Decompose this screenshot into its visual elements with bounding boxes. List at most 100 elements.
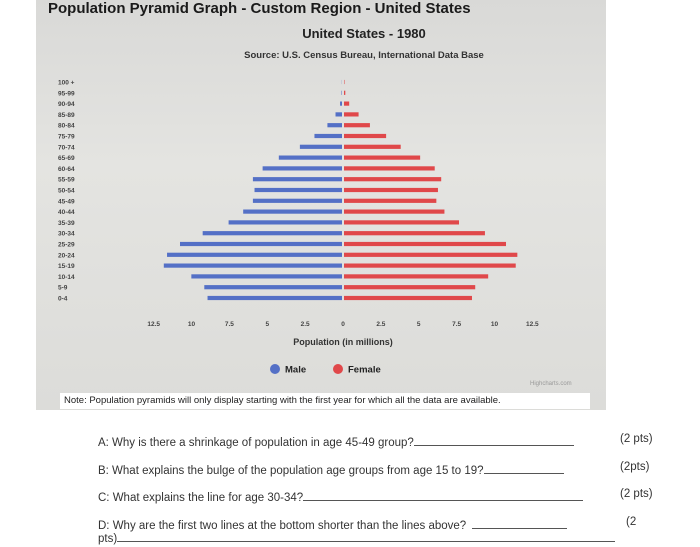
male-bar — [243, 209, 342, 214]
male-bar — [299, 144, 342, 149]
age-label: 25-29 — [58, 242, 75, 249]
x-tick-label: 0 — [341, 321, 345, 328]
x-tick-label: 10 — [491, 321, 499, 328]
highcharts-credits[interactable]: Highcharts.com — [530, 381, 572, 387]
age-label: 15-19 — [58, 263, 75, 270]
female-bar — [344, 231, 485, 236]
male-bar — [180, 241, 342, 247]
x-tick-label: 5 — [417, 321, 421, 328]
female-bar — [344, 274, 489, 279]
question-a: A: Why is there a shrinkage of populatio… — [98, 433, 574, 449]
question-d-points: (2 — [626, 516, 637, 528]
male-bar — [204, 285, 342, 290]
question-d-continuation-text: pts) — [98, 533, 118, 545]
chart-title: United States - 1980 — [302, 26, 426, 41]
age-label: 70-74 — [58, 144, 75, 151]
female-bar — [344, 101, 350, 106]
female-bar — [344, 155, 421, 160]
age-label: 35-39 — [58, 220, 75, 227]
age-label: 55-59 — [58, 177, 75, 184]
female-bar — [344, 177, 442, 182]
question-d-continuation-line[interactable] — [117, 529, 616, 542]
male-bar — [167, 252, 342, 257]
female-bar — [344, 285, 476, 290]
legend-male-swatch — [270, 364, 280, 374]
female-bar — [344, 241, 506, 247]
x-tick-label: 12.5 — [526, 321, 539, 328]
age-label: 75-79 — [58, 134, 75, 141]
age-label: 30-34 — [58, 231, 75, 238]
female-bar — [344, 209, 445, 214]
x-tick-label: 7.5 — [225, 321, 234, 328]
female-bar — [344, 123, 370, 128]
question-a-points: (2 pts) — [620, 433, 653, 445]
male-bar — [191, 274, 342, 279]
legend-female-label: Female — [348, 365, 381, 376]
female-bar — [344, 112, 359, 117]
male-bar — [254, 187, 342, 193]
male-bar — [228, 220, 342, 225]
female-bar — [344, 252, 518, 257]
male-bar — [252, 198, 342, 203]
age-label: 100 + — [58, 80, 75, 87]
age-label: 20-24 — [58, 252, 75, 259]
age-label: 50-54 — [58, 188, 75, 195]
question-a-answer-line[interactable] — [413, 433, 574, 446]
x-tick-label: 2.5 — [376, 321, 385, 328]
age-label: 65-69 — [58, 155, 75, 162]
x-tick-label: 10 — [188, 321, 196, 328]
male-bar — [314, 133, 342, 139]
female-bar — [344, 295, 472, 301]
age-label: 60-64 — [58, 166, 75, 173]
question-c: C: What explains the line for age 30-34? — [98, 488, 584, 504]
age-label: 40-44 — [58, 209, 75, 216]
age-label: 80-84 — [58, 123, 75, 130]
legend-female-swatch — [333, 364, 343, 374]
x-tick-label: 7.5 — [452, 321, 461, 328]
x-tick-label: 5 — [265, 321, 269, 328]
question-a-text: A: Why is there a shrinkage of populatio… — [98, 437, 414, 449]
age-label: 5-9 — [58, 285, 68, 292]
chart-subtitle: Source: U.S. Census Bureau, Internationa… — [244, 50, 484, 61]
age-label: 0-4 — [58, 296, 68, 303]
female-bar — [344, 90, 346, 95]
question-d-text: D: Why are the first two lines at the bo… — [98, 520, 467, 532]
female-bar — [344, 133, 387, 139]
age-label: 45-49 — [58, 198, 75, 205]
question-c-points: (2 pts) — [620, 488, 653, 500]
legend-male-label: Male — [285, 365, 306, 376]
question-b-answer-line[interactable] — [483, 461, 564, 474]
population-pyramid-chart: 100 + 95-99 90-94 85-89 80-84 75-79 70-74 65-69… — [58, 80, 539, 376]
question-d-answer-line[interactable] — [472, 516, 568, 529]
male-bar — [278, 155, 342, 160]
x-tick-label: 2.5 — [301, 321, 310, 328]
female-bar — [344, 187, 438, 193]
question-d-continuation: pts) — [98, 529, 616, 545]
question-b-points: (2pts) — [620, 461, 650, 473]
male-bar — [207, 295, 342, 301]
male-bar — [340, 101, 342, 106]
chart-note: Note: Population pyramids will only disp… — [60, 393, 590, 409]
male-bar — [262, 166, 342, 171]
male-bar — [202, 231, 342, 236]
x-tick-label: 12.5 — [147, 321, 160, 328]
screenshot-photo-area — [36, 0, 606, 410]
question-b: B: What explains the bulge of the popula… — [98, 461, 564, 477]
page-title: Population Pyramid Graph - Custom Region… — [48, 0, 471, 17]
female-bar — [344, 220, 460, 225]
age-label: 10-14 — [58, 274, 75, 281]
x-axis-title: Population (in millions) — [293, 337, 393, 347]
question-d: D: Why are the first two lines at the bo… — [98, 516, 568, 532]
female-bar — [344, 144, 401, 149]
male-bar — [335, 112, 342, 117]
male-bar — [163, 263, 342, 268]
female-bar — [344, 198, 437, 203]
question-c-answer-line[interactable] — [303, 488, 584, 501]
male-bar — [327, 123, 342, 128]
female-bar — [344, 166, 435, 171]
question-b-text: B: What explains the bulge of the popula… — [98, 465, 484, 477]
age-label: 85-89 — [58, 112, 75, 119]
question-c-text: C: What explains the line for age 30-34? — [98, 492, 304, 504]
female-bar — [344, 263, 516, 268]
age-label: 90-94 — [58, 101, 75, 108]
